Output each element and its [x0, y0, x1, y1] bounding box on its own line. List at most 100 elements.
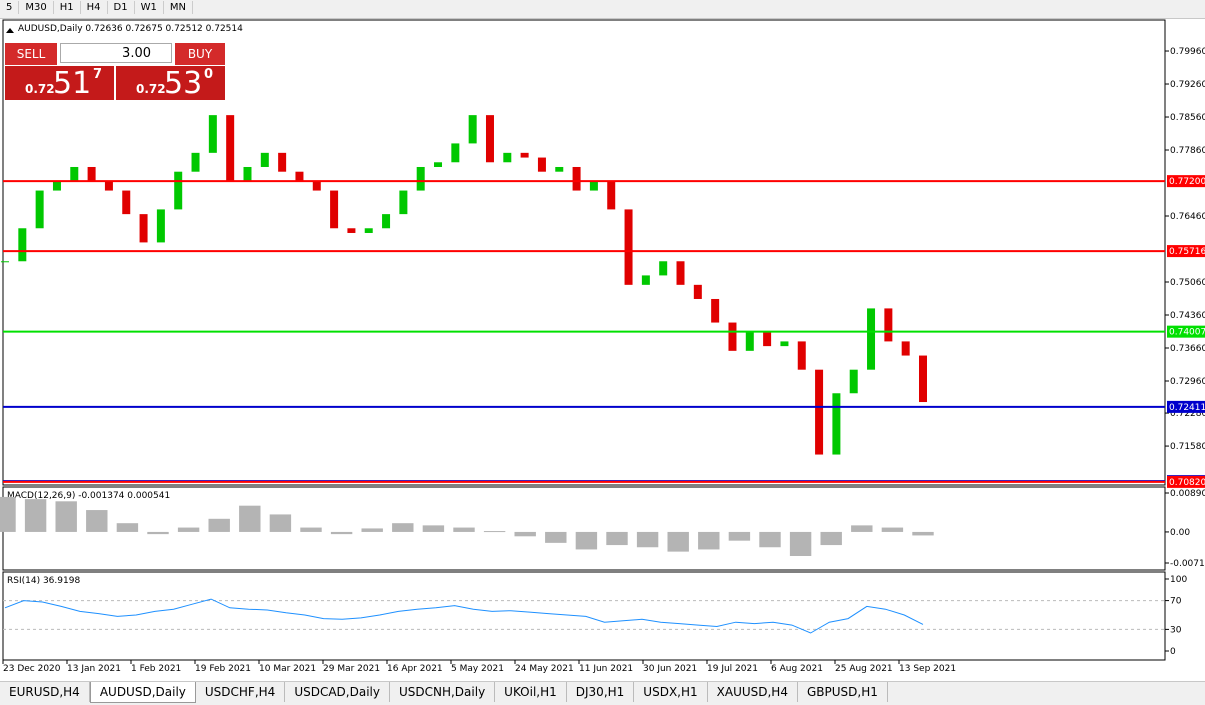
y-tick-label: 0.00890 — [1170, 489, 1205, 499]
timeframe-button[interactable]: M30 — [19, 1, 54, 14]
candle — [537, 157, 546, 172]
macd-bar — [698, 531, 720, 550]
y-tick-label: 0.71580 — [1170, 442, 1205, 452]
candle — [347, 228, 356, 233]
x-tick-label: 11 Jun 2021 — [579, 664, 633, 674]
candle — [1, 261, 9, 263]
panel-title: RSI(14) 36.9198 — [7, 576, 80, 586]
one-click-trading: SELL 3.00 BUY 0.72 51 7 0.72 53 0 — [5, 43, 225, 101]
candle — [226, 115, 235, 182]
timeframe-button[interactable]: D1 — [108, 1, 135, 14]
y-tick-label: 0.73660 — [1170, 344, 1205, 354]
candle — [174, 171, 183, 210]
level-label: 0.72411 — [1169, 403, 1205, 413]
macd-bar — [483, 531, 506, 533]
macd-bar — [361, 528, 383, 532]
x-tick-label: 23 Dec 2020 — [3, 664, 61, 674]
chart-tab[interactable]: UKOil,H1 — [495, 682, 567, 702]
candle — [468, 115, 477, 144]
macd-bar — [851, 525, 873, 532]
candle — [451, 143, 460, 163]
x-tick-label: 1 Feb 2021 — [131, 664, 181, 674]
candle — [122, 190, 131, 215]
macd-bar — [239, 505, 261, 532]
candle — [312, 181, 321, 191]
y-tick-label: 0.79960 — [1170, 47, 1205, 57]
candle — [641, 275, 650, 285]
sell-button[interactable]: SELL — [5, 43, 57, 65]
candle — [797, 341, 806, 370]
macd-bar — [575, 531, 598, 550]
candle — [104, 181, 113, 191]
candle — [191, 152, 200, 172]
macd-bar — [545, 531, 567, 543]
candle — [295, 171, 304, 182]
candle — [243, 166, 252, 182]
x-tick-label: 13 Jan 2021 — [67, 664, 121, 674]
y-tick-label: 0 — [1170, 647, 1176, 657]
macd-bar — [881, 527, 904, 532]
candle — [70, 166, 79, 182]
x-tick-label: 19 Jul 2021 — [707, 664, 758, 674]
candle — [520, 152, 529, 158]
y-tick-label: -0.00710 — [1170, 559, 1205, 569]
macd-bar — [422, 525, 445, 532]
price-small: 0.72 — [25, 82, 55, 96]
chart-tab[interactable]: USDX,H1 — [634, 682, 708, 702]
candle — [35, 190, 44, 229]
collapse-arrow — [6, 28, 14, 33]
chart-tab[interactable]: XAUUSD,H4 — [708, 682, 798, 702]
candle — [624, 209, 633, 285]
x-tick-label: 16 Apr 2021 — [387, 664, 443, 674]
macd-bar — [667, 531, 689, 552]
timeframe-button[interactable]: 5 — [0, 1, 20, 14]
macd-bar — [116, 523, 139, 532]
candle — [849, 369, 858, 394]
rsi-line — [4, 598, 924, 634]
y-tick-label: 0.74360 — [1170, 311, 1205, 321]
chart-tab[interactable]: GBPUSD,H1 — [798, 682, 888, 702]
candle — [763, 331, 772, 347]
buy-price[interactable]: 0.72 53 0 — [116, 66, 225, 101]
chart-tab[interactable]: EURUSD,H4 — [0, 682, 90, 702]
x-tick-label: 19 Feb 2021 — [195, 664, 251, 674]
timeframe-toolbar: 5 M30 H1 H4 D1 W1 MN — [0, 0, 1205, 19]
candle — [330, 190, 339, 229]
chart-tab[interactable]: USDCNH,Daily — [390, 682, 496, 702]
candle — [745, 331, 754, 351]
candle — [278, 152, 287, 172]
macd-bar — [606, 531, 628, 546]
panel-title: AUDUSD,Daily 0.72636 0.72675 0.72512 0.7… — [18, 24, 243, 34]
chart-tab[interactable]: AUDUSD,Daily — [89, 682, 196, 703]
candle — [676, 261, 685, 285]
x-tick-label: 29 Mar 2021 — [323, 664, 380, 674]
buy-button[interactable]: BUY — [175, 43, 225, 65]
price-big: 51 — [53, 66, 92, 101]
candle — [815, 369, 824, 455]
timeframe-button[interactable]: MN — [164, 1, 193, 14]
x-tick-label: 10 Mar 2021 — [259, 664, 316, 674]
chart-tab[interactable]: USDCAD,Daily — [285, 682, 390, 702]
chart-tab[interactable]: DJ30,H1 — [567, 682, 635, 702]
macd-bar — [86, 510, 108, 532]
panel-title: MACD(12,26,9) -0.001374 0.000541 — [7, 491, 170, 501]
candle — [52, 181, 61, 191]
candle — [18, 228, 27, 262]
y-tick-label: 0.77860 — [1170, 146, 1205, 156]
panel-frame — [2, 19, 1166, 486]
candle — [901, 341, 910, 356]
macd-bar — [912, 531, 934, 536]
macd-bar — [0, 496, 16, 532]
x-tick-label: 13 Sep 2021 — [899, 664, 956, 674]
candle — [434, 162, 443, 167]
volume-input[interactable]: 3.00 — [60, 43, 172, 63]
chart-tabs: EURUSD,H4 AUDUSD,Daily USDCHF,H4 USDCAD,Dai… — [0, 681, 1205, 705]
chart-tab[interactable]: USDCHF,H4 — [196, 682, 286, 702]
timeframe-button[interactable]: H4 — [81, 1, 108, 14]
sell-price[interactable]: 0.72 51 7 — [5, 66, 114, 101]
macd-bar — [789, 531, 812, 556]
candle — [208, 115, 217, 153]
candle — [919, 355, 927, 403]
timeframe-button[interactable]: W1 — [135, 1, 164, 14]
timeframe-button[interactable]: H1 — [54, 1, 81, 14]
